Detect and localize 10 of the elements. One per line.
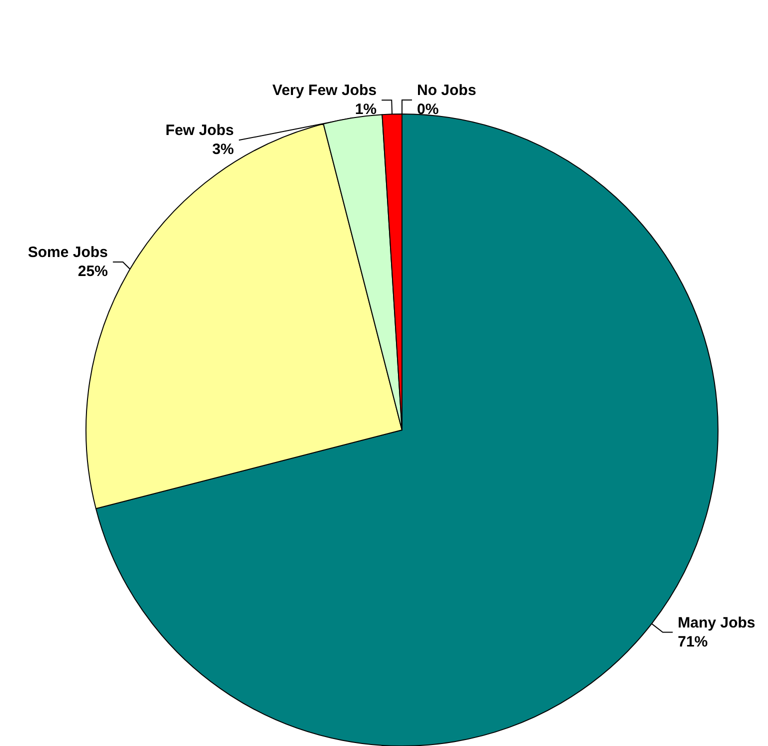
data-label: 71%	[678, 633, 708, 650]
text: 0%	[417, 101, 439, 118]
data-label: 1%	[354, 101, 377, 118]
slice-label: Very Few Jobs	[272, 82, 377, 100]
slice-label: Many Jobs	[678, 614, 756, 632]
slice-label: Few Jobs	[166, 122, 234, 140]
data-label: 3%	[212, 141, 234, 158]
category-label: No Jobs	[417, 82, 476, 99]
slice-label: Some Jobs	[28, 244, 108, 262]
data-label: 25%	[78, 263, 108, 280]
